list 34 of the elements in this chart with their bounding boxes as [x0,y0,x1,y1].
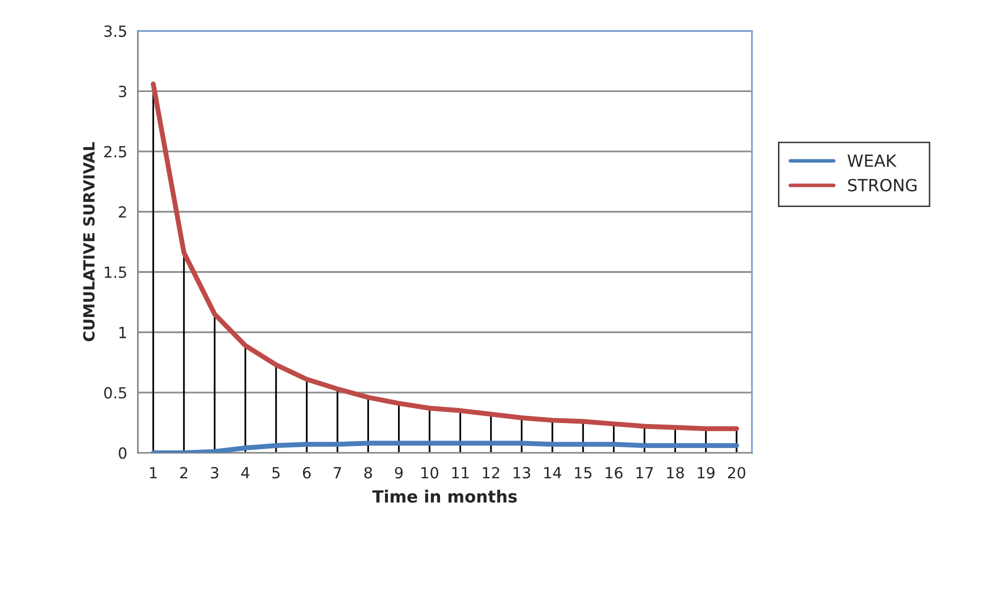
x-tick-label: 5 [272,467,280,479]
x-tick-label: 8 [364,466,372,479]
x-tick-label: 19 [698,466,715,479]
y-tick-label: 3.5 [104,25,126,37]
x-tick-label: 13 [514,466,530,479]
x-axis-title: Time in months [372,490,517,503]
x-tick-label: 7 [334,467,342,478]
x-tick-label: 15 [575,467,592,479]
x-tick-label: 4 [241,467,250,478]
x-tick-label: 2 [180,466,188,478]
x-tick-label: 10 [422,466,438,479]
line-series [150,440,740,453]
y-tick-label: 2.5 [104,146,126,158]
x-tick-label: 3 [210,466,218,479]
y-tick-label: 2 [118,206,126,218]
x-tick-label: 12 [482,466,500,478]
x-tick-label: 17 [636,467,653,478]
y-tick-label: 0.5 [104,386,126,399]
x-tick-label: 18 [667,466,684,479]
x-tick-label: 6 [302,466,311,479]
y-axis-title: CUMULATIVE SURVIVAL [83,142,95,342]
legend-label: STRONG [848,178,916,192]
x-tick-label: 20 [728,466,746,479]
x-tick-label: 14 [544,467,562,478]
x-tick-label: 11 [452,467,469,478]
x-tick-label: 1 [150,467,157,478]
y-tick-label: 1.5 [104,266,126,278]
x-tick-label: 9 [394,466,403,479]
y-tick-label: 0 [118,447,126,459]
x-tick-label: 16 [606,466,623,479]
line-series [150,82,740,432]
legend-label: WEAK [848,154,897,167]
y-tick-label: 3 [118,86,126,98]
y-tick-label: 1 [119,326,126,338]
